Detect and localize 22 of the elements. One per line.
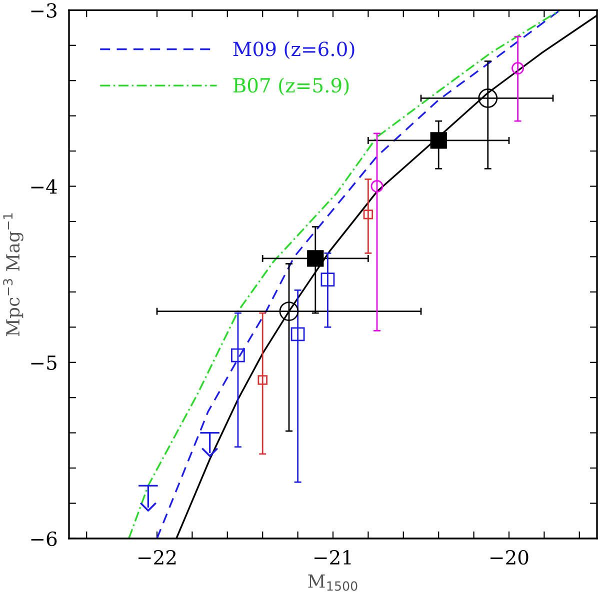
y-tick-label: −5 [31,356,56,370]
point [231,348,245,362]
text: B07 (z=5.9) [233,78,349,96]
x-tick-label: −20 [490,550,528,565]
point [279,302,299,322]
x-axis-title: M$_{1500}$ [308,574,358,591]
point [320,272,335,287]
y-axis-title: Mpc$^{−3}$ Mag$^{−1}$ [3,213,24,336]
y-tick-label: −6 [31,531,57,546]
point [512,62,524,75]
x-tick-label: −21 [314,550,351,564]
point [478,88,498,108]
x-tick-label: −22 [138,550,176,564]
point [307,250,324,267]
point [290,327,305,342]
y-tick-label: −3 [31,3,56,18]
point [363,210,374,220]
y-tick-label: −4 [31,179,57,194]
point [370,180,384,193]
text: M09 (z=6.0) [233,41,354,60]
point [258,375,268,385]
point [430,132,447,149]
